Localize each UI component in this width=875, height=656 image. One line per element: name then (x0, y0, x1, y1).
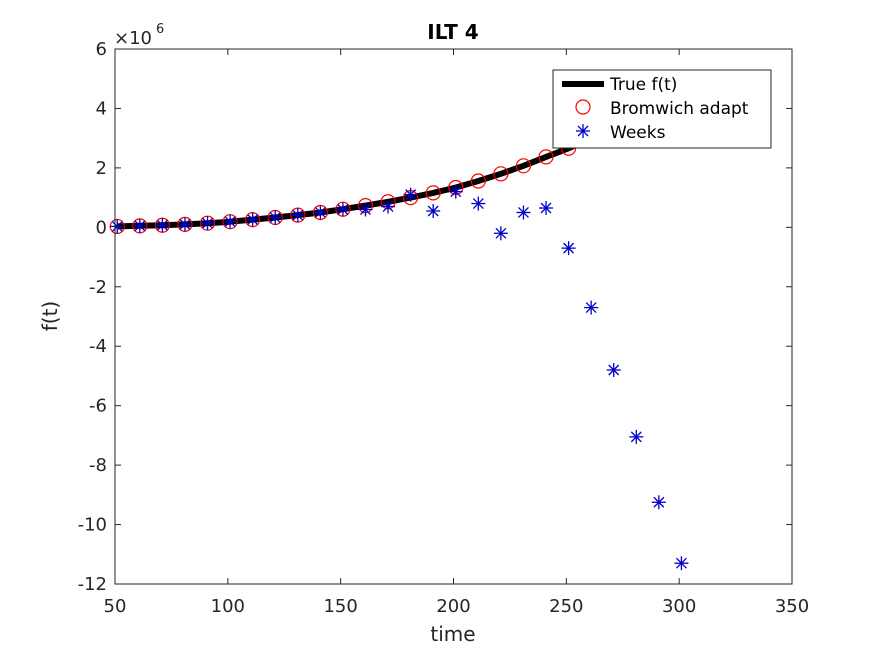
weeks-point (110, 219, 125, 234)
weeks-point (403, 187, 418, 202)
weeks-point (539, 201, 554, 216)
weeks-point (177, 217, 192, 232)
weeks-point (651, 495, 666, 510)
y-tick-label: -8 (89, 455, 107, 476)
weeks-point (313, 205, 328, 220)
x-tick-label: 300 (662, 596, 696, 617)
bromwich-point (470, 173, 486, 189)
weeks-point (606, 363, 621, 377)
weeks-point (516, 205, 531, 220)
weeks-point (561, 241, 576, 256)
y-tick-label: 0 (96, 217, 107, 238)
y-exponent-power: 6 (156, 22, 164, 37)
x-tick-label: 150 (323, 596, 357, 617)
y-axis-label: f(t) (38, 301, 62, 332)
x-axis-label: time (430, 622, 475, 646)
y-tick-label: 2 (96, 158, 107, 179)
x-tick-label: 100 (211, 596, 245, 617)
series-layer (109, 124, 689, 571)
x-tick-label: 350 (775, 596, 809, 617)
y-tick-label: -2 (89, 277, 107, 298)
legend-swatch-bromwich (575, 99, 591, 115)
ticks-layer: 50 100 150 200 250 300 350 -12 -10 -8 -6 -4 -2 0 2 4 6 (78, 39, 810, 617)
weeks-point (290, 208, 305, 223)
x-tick-label: 250 (549, 596, 583, 617)
weeks-point (426, 203, 441, 218)
weeks-point (674, 556, 689, 571)
weeks-point (223, 214, 238, 229)
weeks-point (268, 210, 283, 225)
bromwich-point (425, 185, 441, 201)
weeks-point (629, 429, 644, 444)
y-tick-label: 6 (96, 39, 107, 60)
legend-label-true: True f(t) (609, 75, 677, 95)
weeks-point (200, 216, 215, 231)
y-tick-label: 4 (96, 98, 107, 119)
weeks-point (358, 202, 373, 217)
bromwich-point (538, 149, 554, 165)
weeks-point (132, 218, 147, 233)
weeks-point (245, 212, 260, 227)
y-tick-label: -10 (78, 515, 107, 536)
y-exponent: ×10 6 (114, 22, 164, 49)
y-tick-label: -4 (89, 336, 107, 357)
legend: True f(t) Bromwich adapt Weeks (552, 69, 772, 149)
y-exponent-base: ×10 (114, 28, 152, 49)
y-tick-label: -12 (78, 574, 107, 595)
y-tick-label: -6 (89, 396, 107, 417)
x-tick-label: 200 (436, 596, 470, 617)
x-tick-label: 50 (104, 596, 127, 617)
bromwich-point (493, 166, 509, 182)
legend-label-weeks: Weeks (610, 123, 666, 143)
weeks-point (335, 202, 350, 217)
weeks-point (471, 196, 486, 211)
bromwich-point (515, 158, 532, 174)
weeks-point (155, 218, 170, 233)
weeks-point (381, 199, 396, 214)
chart-title: ILT 4 (427, 20, 478, 44)
legend-label-bromwich: Bromwich adapt (610, 99, 749, 119)
weeks-point (584, 300, 599, 315)
legend-swatch-weeks (576, 124, 590, 138)
weeks-point (493, 226, 508, 241)
weeks-point (448, 184, 463, 199)
